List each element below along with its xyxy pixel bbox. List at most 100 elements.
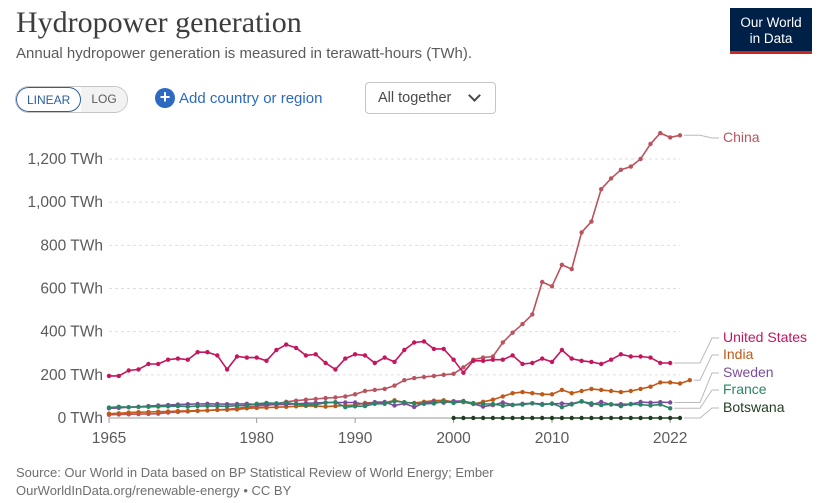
data-point	[421, 374, 427, 380]
data-point	[648, 141, 653, 147]
data-point	[352, 392, 358, 397]
x-tick-label: 1965	[92, 430, 126, 447]
data-point	[608, 176, 614, 181]
data-point	[530, 401, 535, 406]
series-line-france	[108, 400, 671, 410]
page-subtitle: Annual hydropower generation is measured…	[16, 45, 473, 62]
data-point	[638, 402, 643, 407]
series-label-france: France	[723, 381, 767, 397]
data-point	[608, 388, 614, 394]
data-point	[569, 266, 574, 272]
label-connector	[674, 372, 719, 403]
y-tick-label: 1,200 TWh	[27, 151, 103, 168]
data-point	[559, 347, 565, 353]
data-point	[500, 403, 505, 408]
data-point	[284, 342, 289, 347]
data-point	[106, 405, 112, 410]
data-point	[648, 415, 653, 421]
data-point	[254, 401, 259, 406]
data-point	[323, 400, 328, 405]
data-point	[313, 352, 318, 357]
data-point	[431, 401, 437, 406]
data-point	[579, 388, 584, 394]
series-line-india	[108, 379, 691, 415]
data-point	[677, 381, 683, 386]
data-point	[510, 391, 515, 396]
data-point	[185, 357, 190, 362]
series-line-china	[108, 132, 681, 416]
data-point	[471, 415, 476, 421]
linear-scale-button[interactable]: LINEAR	[16, 87, 82, 112]
data-point	[451, 371, 456, 376]
data-point	[412, 401, 417, 406]
data-point	[480, 355, 486, 360]
data-point	[520, 402, 525, 407]
data-point	[628, 164, 633, 169]
data-point	[540, 392, 545, 397]
data-point	[175, 408, 181, 414]
x-tick-label: 2000	[436, 430, 471, 447]
data-point	[372, 387, 377, 393]
y-tick-label: 200 TWh	[40, 367, 103, 384]
data-point	[618, 167, 624, 172]
data-point	[412, 375, 417, 381]
data-point	[392, 399, 397, 404]
data-point	[589, 415, 594, 421]
data-point	[156, 361, 161, 367]
data-point	[658, 415, 663, 421]
data-point	[500, 400, 505, 405]
data-point	[490, 401, 496, 407]
add-country-button[interactable]: + Add country or region	[155, 86, 322, 110]
data-point	[628, 415, 633, 421]
scale-toggle: LINEAR LOG	[15, 86, 128, 113]
data-point	[549, 359, 555, 365]
data-point	[490, 415, 496, 421]
data-point	[116, 404, 122, 409]
data-point	[254, 355, 259, 360]
data-point	[559, 405, 565, 410]
data-point	[303, 353, 309, 358]
data-point	[500, 394, 505, 399]
data-point	[549, 415, 555, 421]
data-point	[638, 386, 643, 392]
data-point	[224, 404, 230, 409]
data-point	[569, 391, 574, 396]
data-point	[687, 378, 692, 383]
label-connector	[674, 337, 719, 364]
owid-logo[interactable]: Our World in Data	[730, 8, 812, 54]
data-point	[352, 352, 358, 357]
logo-line-1: Our World	[740, 15, 802, 30]
data-point	[500, 357, 505, 362]
data-point	[480, 401, 486, 407]
data-point	[500, 340, 505, 345]
data-point	[471, 358, 476, 363]
data-point	[480, 358, 486, 363]
logo-line-2: in Data	[749, 31, 793, 46]
data-point	[323, 404, 328, 409]
data-point	[234, 403, 240, 408]
data-point	[116, 411, 122, 416]
logo-accent-bar	[730, 51, 812, 54]
data-point	[461, 365, 466, 370]
log-scale-button[interactable]: LOG	[81, 87, 127, 112]
data-point	[313, 396, 318, 402]
data-point	[461, 370, 466, 375]
data-point	[618, 389, 624, 395]
data-point	[293, 402, 299, 407]
data-point	[628, 354, 633, 359]
data-point	[215, 353, 220, 358]
data-point	[618, 352, 624, 357]
data-point	[382, 401, 387, 406]
facet-dropdown[interactable]: All together	[365, 82, 496, 114]
series-label-united-states: United States	[723, 329, 807, 345]
data-point	[146, 404, 151, 409]
data-point	[106, 411, 112, 416]
data-point	[451, 357, 456, 362]
data-point	[599, 361, 604, 367]
data-point	[540, 279, 545, 285]
data-point	[382, 386, 387, 392]
data-point	[352, 404, 358, 409]
data-point	[579, 358, 584, 363]
data-point	[530, 312, 535, 317]
